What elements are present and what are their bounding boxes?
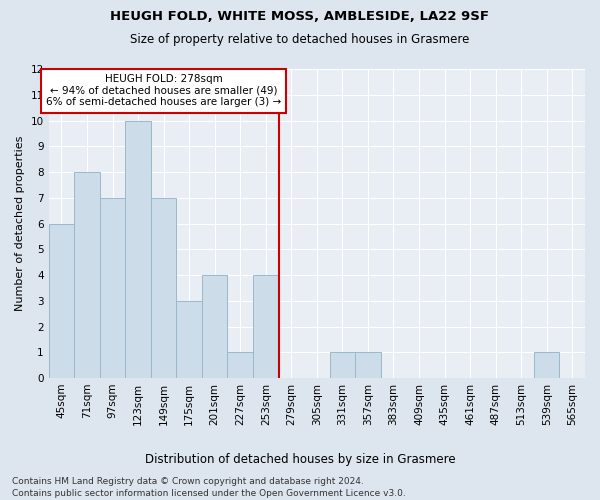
Bar	[355, 352, 380, 378]
Bar	[74, 172, 100, 378]
Bar	[202, 275, 227, 378]
Bar	[227, 352, 253, 378]
Text: Distribution of detached houses by size in Grasmere: Distribution of detached houses by size …	[145, 452, 455, 466]
Text: Size of property relative to detached houses in Grasmere: Size of property relative to detached ho…	[130, 32, 470, 46]
Text: HEUGH FOLD: 278sqm
← 94% of detached houses are smaller (49)
6% of semi-detached: HEUGH FOLD: 278sqm ← 94% of detached hou…	[46, 74, 281, 108]
Bar	[125, 120, 151, 378]
Text: Contains HM Land Registry data © Crown copyright and database right 2024.: Contains HM Land Registry data © Crown c…	[12, 478, 364, 486]
Bar	[253, 275, 278, 378]
Bar	[534, 352, 559, 378]
Bar	[176, 301, 202, 378]
Y-axis label: Number of detached properties: Number of detached properties	[15, 136, 25, 311]
Bar	[100, 198, 125, 378]
Text: Contains public sector information licensed under the Open Government Licence v3: Contains public sector information licen…	[12, 489, 406, 498]
Text: HEUGH FOLD, WHITE MOSS, AMBLESIDE, LA22 9SF: HEUGH FOLD, WHITE MOSS, AMBLESIDE, LA22 …	[110, 10, 490, 23]
Bar	[329, 352, 355, 378]
Bar	[49, 224, 74, 378]
Bar	[151, 198, 176, 378]
